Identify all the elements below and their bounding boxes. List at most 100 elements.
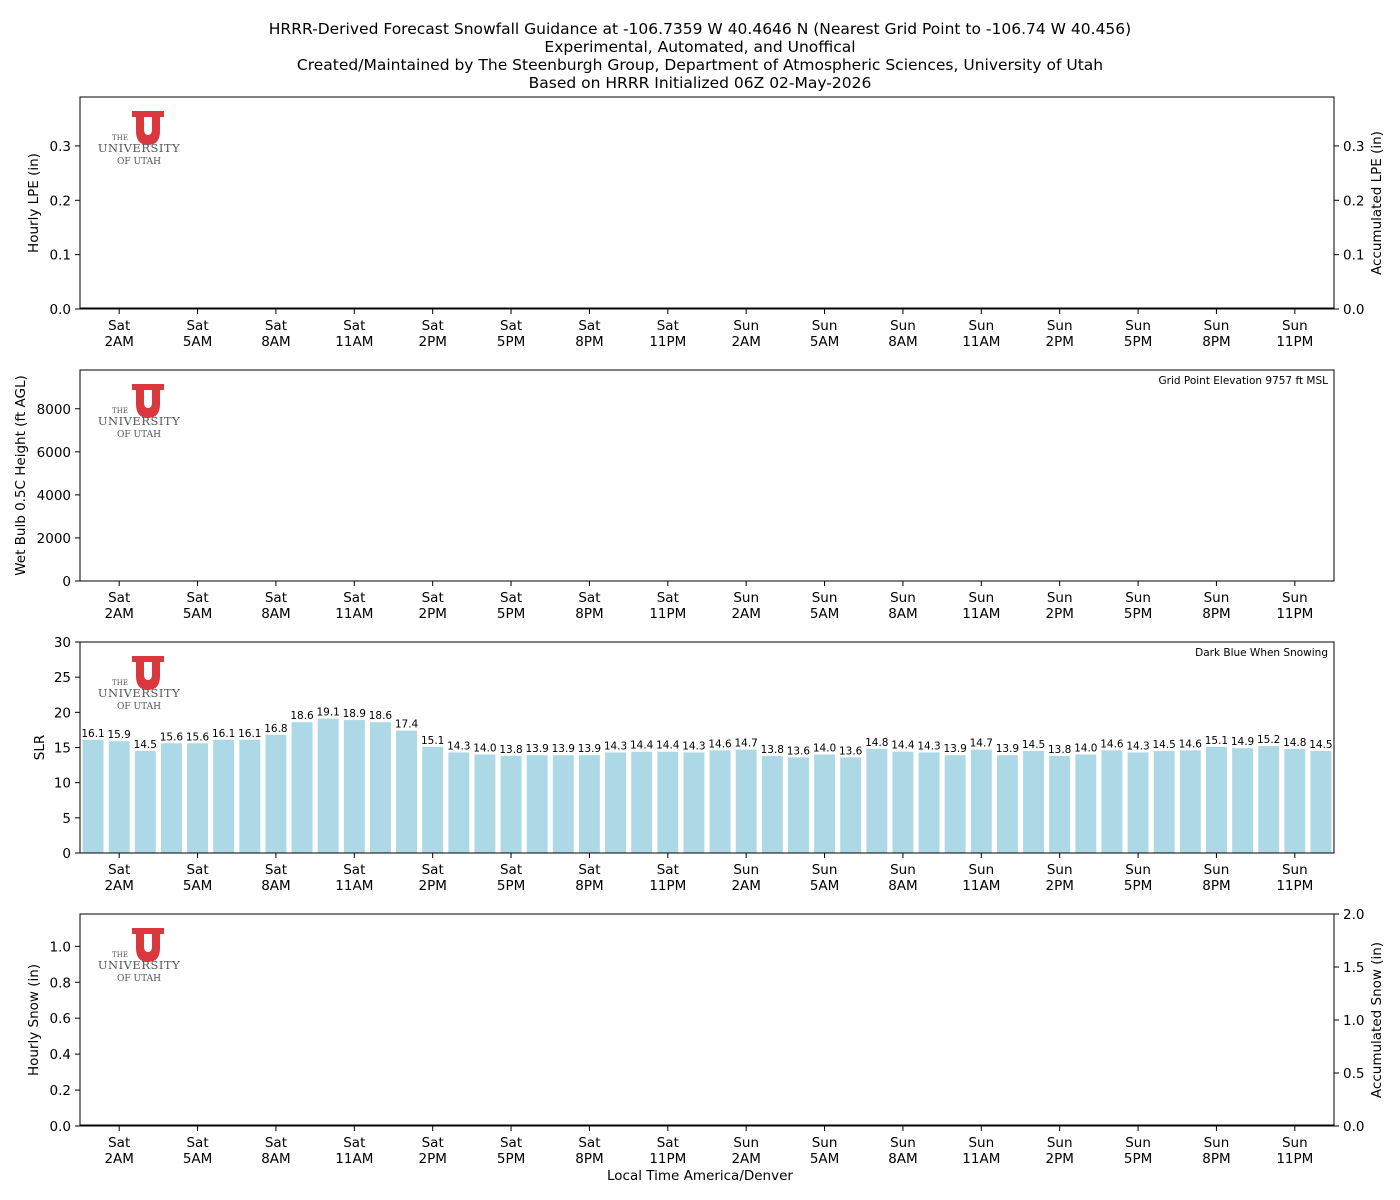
y-tick-label: 1.0 — [50, 939, 71, 955]
x-tick-label-day: Sat — [657, 318, 679, 334]
x-tick-label-day: Sat — [578, 1135, 600, 1151]
logo-text-the: THE — [112, 951, 128, 959]
slr-bar — [631, 751, 653, 853]
x-tick-label-time: 5AM — [810, 1151, 839, 1167]
slr-bar-label: 14.7 — [970, 738, 993, 750]
slr-bar — [1101, 750, 1123, 853]
slr-bar-label: 19.1 — [316, 707, 339, 719]
x-tick-label-day: Sat — [108, 862, 130, 878]
y-axis-label: Hourly Snow (in) — [26, 964, 42, 1076]
slr-bar — [1179, 750, 1201, 853]
slr-bar — [1258, 746, 1280, 853]
slr-bar-label: 14.7 — [734, 738, 757, 750]
x-tick-label-day: Sat — [422, 1135, 444, 1151]
slr-bar — [1232, 748, 1254, 853]
slr-bar — [892, 751, 914, 853]
x-tick-label-day: Sat — [108, 318, 130, 334]
slr-bar-label: 16.1 — [81, 728, 104, 740]
x-tick-label-day: Sun — [733, 590, 759, 606]
x-tick-label-day: Sun — [812, 590, 838, 606]
x-tick-label-day: Sat — [500, 318, 522, 334]
x-tick-label-time: 11PM — [649, 878, 686, 894]
x-tick-label-day: Sat — [108, 1135, 130, 1151]
slr-bar — [1075, 754, 1097, 853]
slr-bar — [970, 749, 992, 853]
x-tick-label-time: 8PM — [1202, 878, 1230, 894]
slr-bar — [239, 739, 261, 853]
slr-bar — [996, 755, 1018, 853]
x-tick-label-time: 11AM — [335, 334, 373, 350]
x-tick-label-time: 11PM — [649, 1151, 686, 1167]
slr-bar — [866, 748, 888, 853]
logo-text-the: THE — [112, 407, 128, 415]
slr-bar — [709, 750, 731, 853]
x-tick-label-day: Sat — [343, 862, 365, 878]
x-tick-label-time: 8PM — [575, 878, 603, 894]
slr-bar-label: 14.6 — [1100, 738, 1124, 750]
x-axis-label: Local Time America/Denver — [607, 1168, 793, 1184]
slr-bar — [82, 739, 104, 853]
slr-bar-label: 16.1 — [212, 728, 235, 740]
logo-text-university: UNIVERSITY — [98, 141, 180, 155]
x-tick-label-time: 2PM — [418, 334, 446, 350]
y-right-tick-label: 0.0 — [1343, 302, 1364, 318]
x-tick-label-day: Sun — [1204, 1135, 1230, 1151]
slr-bar-label: 13.9 — [943, 743, 966, 755]
slr-bar — [343, 720, 365, 853]
x-tick-label-time: 2PM — [1045, 334, 1073, 350]
slr-bar — [1153, 751, 1175, 853]
slr-bar-label: 14.3 — [682, 740, 705, 752]
x-tick-label-time: 2PM — [418, 606, 446, 622]
y-tick-label: 0.4 — [50, 1047, 71, 1063]
slr-bar — [605, 752, 627, 853]
x-tick-label-time: 5AM — [810, 606, 839, 622]
logo-text-university: UNIVERSITY — [98, 414, 180, 428]
x-tick-label-day: Sun — [1282, 862, 1308, 878]
slr-bar — [1284, 748, 1306, 853]
x-tick-label-time: 2AM — [104, 878, 133, 894]
logo-text-of-utah: OF UTAH — [117, 974, 161, 984]
x-tick-label-day: Sun — [1282, 590, 1308, 606]
slr-bar-label: 14.6 — [1179, 738, 1203, 750]
x-tick-label-time: 2PM — [1045, 1151, 1073, 1167]
y-right-tick-label: 0.5 — [1343, 1066, 1364, 1082]
x-tick-label-time: 5AM — [810, 878, 839, 894]
x-tick-label-day: Sat — [422, 590, 444, 606]
y-tick-label: 8000 — [37, 402, 71, 418]
x-tick-label-day: Sat — [657, 862, 679, 878]
x-tick-label-time: 2PM — [1045, 878, 1073, 894]
x-tick-label-time: 8PM — [1202, 334, 1230, 350]
x-tick-label-day: Sun — [1282, 318, 1308, 334]
x-tick-label-day: Sun — [890, 590, 916, 606]
title-line-3: Created/Maintained by The Steenburgh Gro… — [296, 56, 1104, 74]
slr-bar-label: 16.1 — [238, 728, 261, 740]
slr-bar — [944, 755, 966, 853]
y-right-tick-label: 1.5 — [1343, 960, 1364, 976]
x-tick-label-day: Sat — [500, 862, 522, 878]
axes-frame — [79, 913, 1335, 1127]
slr-bar-label: 14.0 — [813, 743, 836, 755]
slr-bar — [213, 739, 235, 853]
y-right-tick-label: 0.2 — [1343, 193, 1364, 209]
x-tick-label-time: 5PM — [1124, 334, 1152, 350]
x-tick-label-time: 5PM — [497, 606, 525, 622]
x-tick-label-day: Sat — [657, 590, 679, 606]
x-tick-label-day: Sat — [265, 1135, 287, 1151]
y-right-tick-label: 0.3 — [1343, 139, 1364, 155]
y-tick-label: 0.0 — [50, 302, 71, 318]
logo-text-the: THE — [112, 679, 128, 687]
x-tick-label-time: 5AM — [810, 334, 839, 350]
u-logo-icon — [132, 656, 164, 690]
slr-bar-label: 15.1 — [421, 735, 444, 747]
x-tick-label-time: 8AM — [888, 878, 917, 894]
x-tick-label-time: 2AM — [104, 606, 133, 622]
x-tick-label-time: 2PM — [1045, 606, 1073, 622]
y-tick-label: 0.3 — [50, 139, 71, 155]
y-tick-label: 6000 — [37, 445, 71, 461]
x-tick-label-day: Sat — [578, 862, 600, 878]
slr-bar — [317, 718, 339, 853]
x-tick-label-time: 11PM — [649, 334, 686, 350]
x-tick-label-time: 2AM — [731, 878, 760, 894]
x-tick-label-day: Sat — [343, 318, 365, 334]
